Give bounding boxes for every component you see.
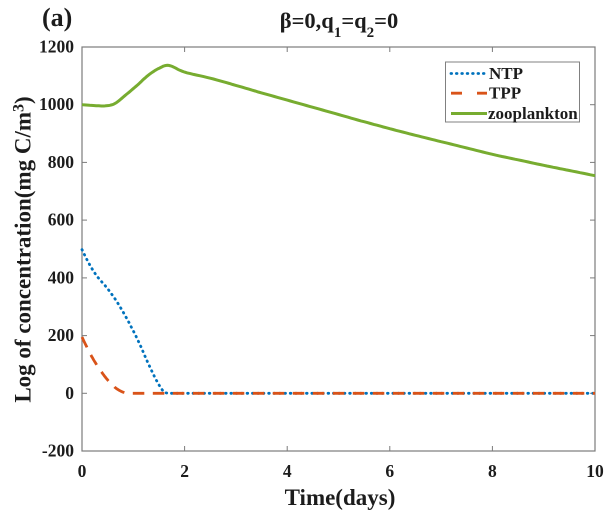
svg-text:NTP: NTP xyxy=(489,64,523,83)
svg-text:-200: -200 xyxy=(42,441,74,461)
svg-text:10: 10 xyxy=(586,461,604,481)
svg-text:(a): (a) xyxy=(42,3,72,32)
svg-text:TPP: TPP xyxy=(489,84,521,103)
svg-text:200: 200 xyxy=(48,325,75,345)
svg-text:0: 0 xyxy=(78,461,87,481)
svg-text:1200: 1200 xyxy=(39,37,74,57)
svg-text:400: 400 xyxy=(48,267,75,287)
svg-text:2: 2 xyxy=(180,461,189,481)
svg-text:4: 4 xyxy=(283,461,292,481)
svg-text:Time(days): Time(days) xyxy=(285,485,396,510)
svg-text:0: 0 xyxy=(65,383,74,403)
svg-text:8: 8 xyxy=(488,461,497,481)
svg-text:Log of concentration(mg C/m3): Log of concentration(mg C/m3) xyxy=(11,96,36,402)
svg-text:1000: 1000 xyxy=(39,94,74,114)
svg-text:600: 600 xyxy=(48,210,75,230)
svg-text:6: 6 xyxy=(385,461,394,481)
svg-text:800: 800 xyxy=(48,152,75,172)
svg-text:zooplankton: zooplankton xyxy=(488,104,578,123)
